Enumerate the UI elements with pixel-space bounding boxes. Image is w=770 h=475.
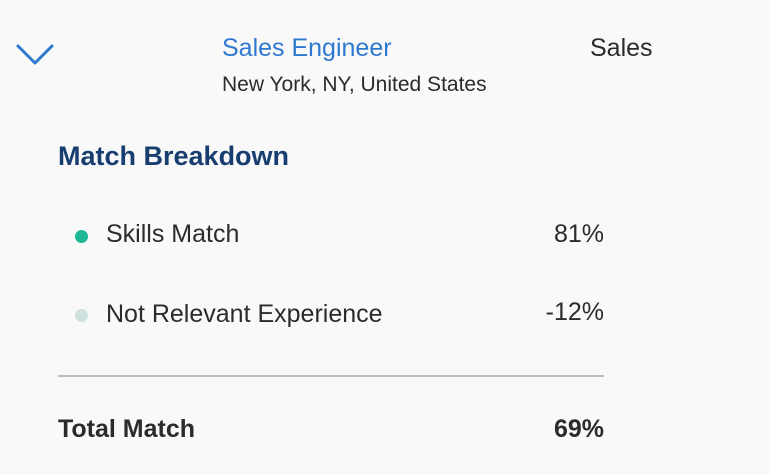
job-department: Sales [590,34,653,62]
total-label: Total Match [58,415,196,443]
item-value: 81% [553,220,604,248]
total-value: 69% [553,415,604,443]
divider [58,375,604,377]
job-location: New York, NY, United States [222,73,487,96]
chevron-icon [16,44,54,65]
item-label: Not Relevant Experience [106,300,383,328]
item-label: Skills Match [106,220,240,248]
legend-dot [75,230,88,243]
legend-dot [75,309,88,322]
job-title[interactable]: Sales Engineer [222,34,392,62]
breakdown-heading: Match Breakdown [58,141,290,171]
item-value: -12% [545,298,604,326]
expand-chevron[interactable] [15,42,57,68]
